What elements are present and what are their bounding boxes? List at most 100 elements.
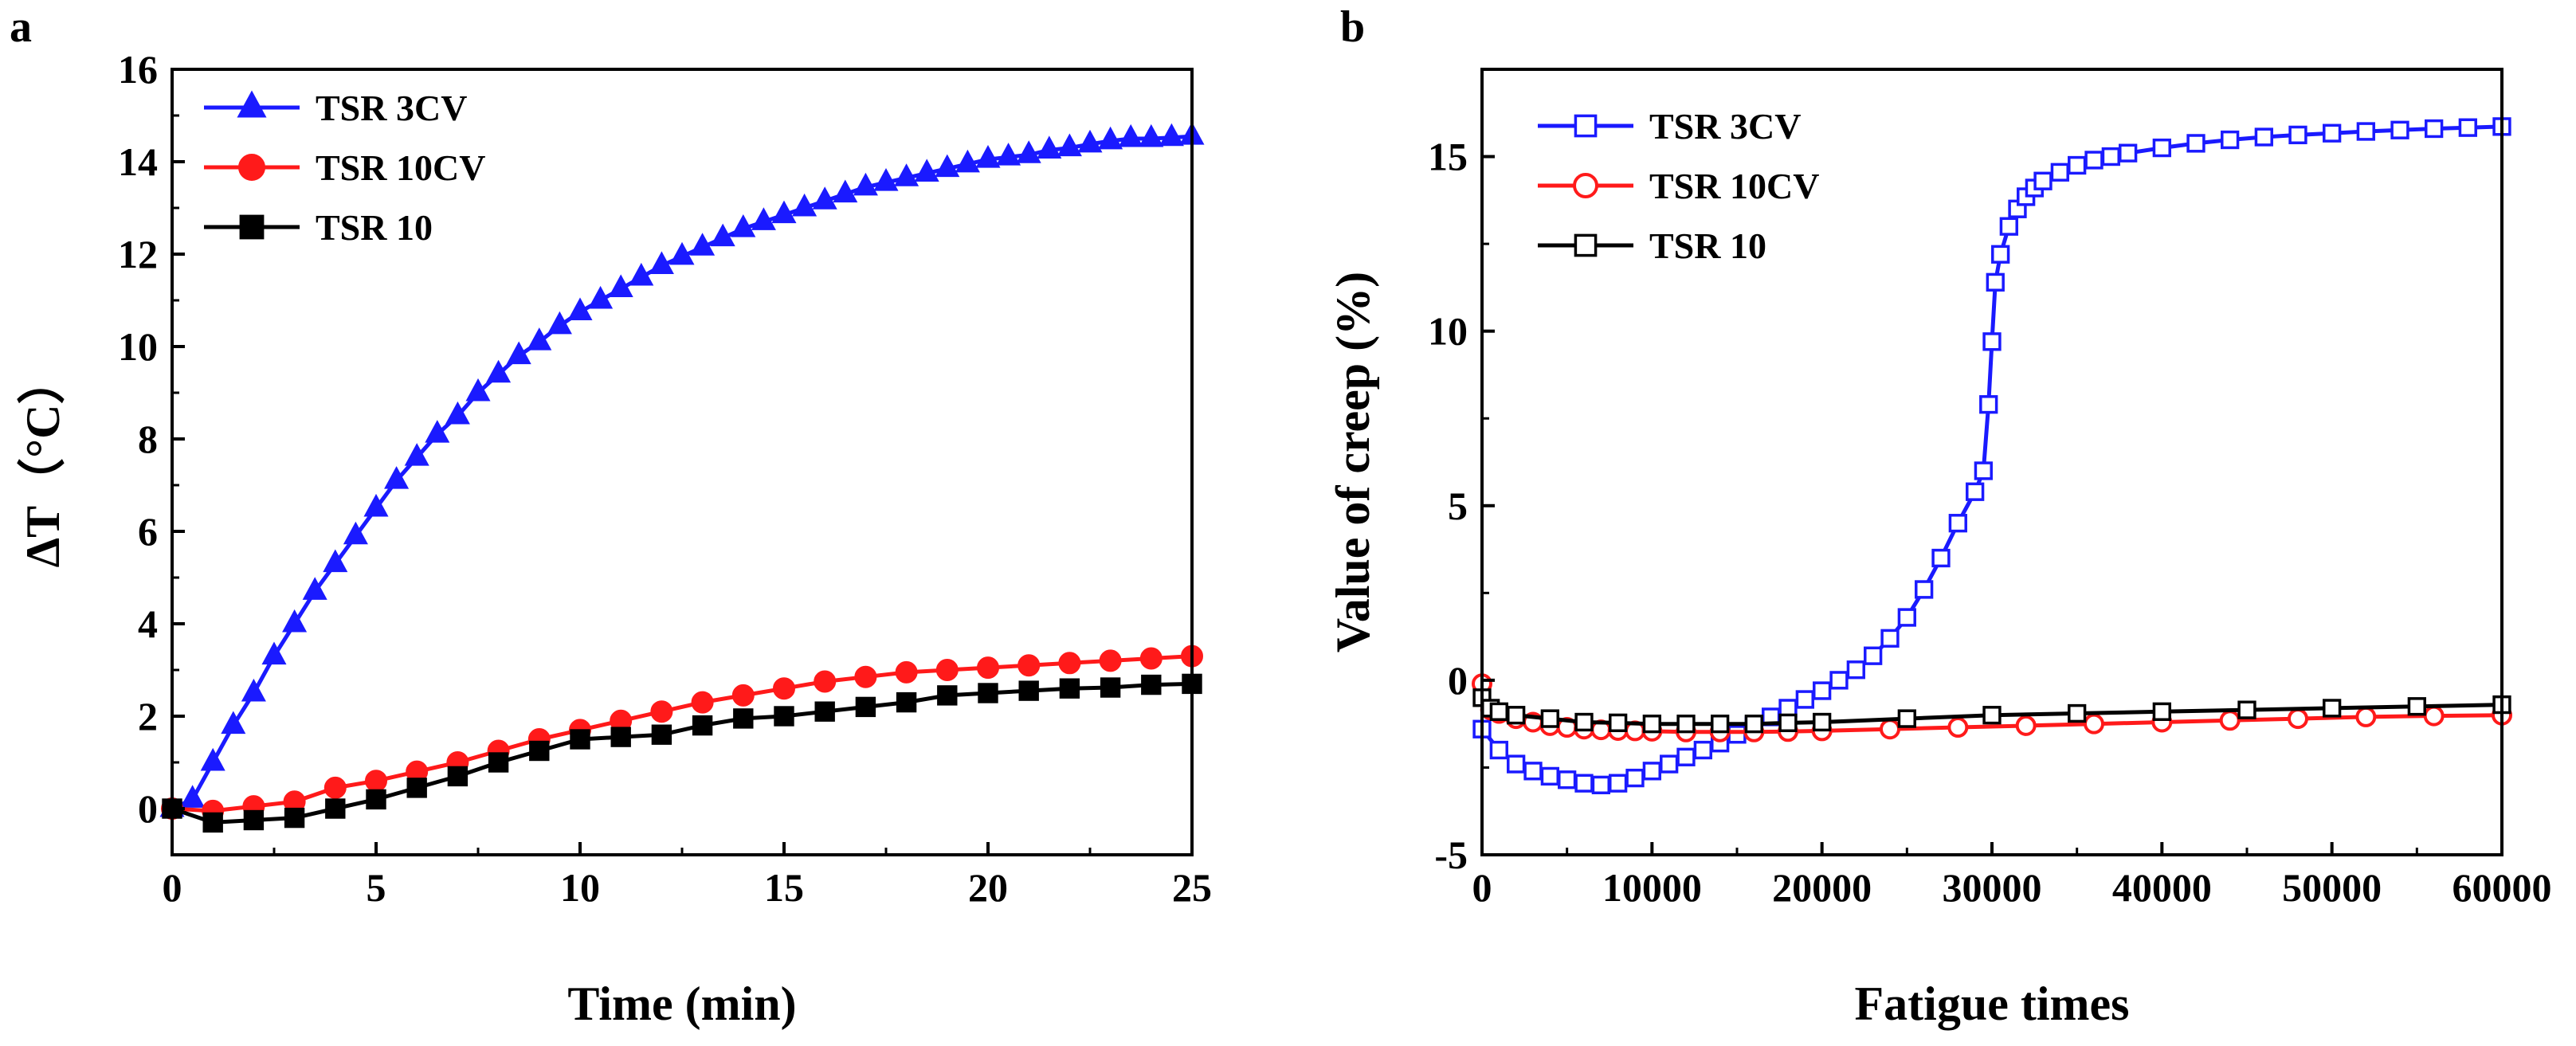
- x-tick-label: 20: [968, 865, 1008, 910]
- data-point: [1558, 770, 1577, 789]
- data-point: [650, 700, 673, 723]
- data-point: [1574, 774, 1594, 793]
- data-point: [2119, 143, 2138, 163]
- data-point: [935, 659, 959, 681]
- data-point: [1141, 674, 1162, 695]
- data-point: [710, 223, 735, 247]
- series-line: [171, 681, 1193, 825]
- data-point: [302, 577, 327, 600]
- data-point: [1018, 680, 1039, 701]
- data-point: [2084, 713, 2104, 735]
- data-point: [241, 678, 266, 702]
- data-point: [1098, 126, 1123, 150]
- data-point: [690, 233, 716, 256]
- legend-marker: [1573, 173, 1598, 198]
- data-point: [365, 770, 387, 793]
- data-point: [1057, 133, 1082, 157]
- data-point: [833, 179, 858, 203]
- data-point: [1642, 762, 1661, 781]
- data-point: [854, 665, 877, 688]
- data-point: [937, 685, 958, 706]
- data-point: [2237, 700, 2256, 719]
- series-line: [1480, 124, 2503, 787]
- data-point: [488, 752, 509, 773]
- data-point: [1991, 245, 2010, 264]
- data-point: [1139, 647, 1163, 670]
- data-point: [1897, 608, 1916, 627]
- data-point: [731, 684, 755, 707]
- data-point: [855, 696, 876, 718]
- data-point: [1625, 768, 1645, 788]
- data-point: [691, 691, 714, 714]
- x-tick-label: 40000: [2112, 865, 2212, 910]
- data-point: [284, 807, 305, 829]
- data-point: [935, 154, 960, 178]
- panel-b-y-ticks: -5 0 5 10 15: [1428, 68, 1495, 877]
- panel-b: b 0 10000 20000 30000 40000 50000 60000 -50510…: [1327, 2, 2552, 1030]
- data-point: [2458, 118, 2477, 137]
- data-point: [692, 715, 713, 736]
- legend-marker: [1574, 233, 1598, 257]
- panel-a-label: a: [10, 2, 32, 52]
- data-point: [1931, 548, 1951, 568]
- data-point: [2101, 147, 2120, 166]
- data-point: [1693, 740, 1712, 760]
- data-point: [243, 809, 265, 831]
- data-point: [1077, 129, 1103, 153]
- data-point: [896, 691, 917, 713]
- data-point: [853, 172, 878, 196]
- data-point: [1058, 652, 1081, 675]
- data-point: [873, 168, 899, 191]
- data-point: [629, 262, 654, 286]
- series-tsr-10: [162, 673, 1202, 833]
- data-point: [445, 401, 470, 425]
- data-point: [978, 683, 998, 703]
- data-point: [1609, 713, 1628, 733]
- legend-label: TSR 3CV: [1649, 106, 1801, 147]
- data-point: [1947, 717, 1969, 738]
- data-point: [651, 724, 672, 745]
- data-point: [733, 708, 754, 729]
- data-point: [812, 186, 837, 210]
- x-tick-label: 15: [764, 865, 804, 910]
- panel-a-legend: TSR 3CV TSR 10CV TSR 10: [204, 88, 485, 248]
- data-point: [1540, 766, 1559, 786]
- data-point: [894, 163, 919, 186]
- panel-b-plot-area: [1472, 117, 2512, 795]
- legend-marker: [237, 90, 267, 118]
- data-point: [1139, 123, 1164, 147]
- data-point: [1523, 762, 1543, 781]
- data-point: [1660, 754, 1679, 774]
- data-point: [1017, 654, 1041, 677]
- data-point: [1099, 649, 1122, 672]
- panel-b-y-axis-title: Value of creep (%): [1327, 272, 1379, 652]
- data-point: [221, 711, 246, 735]
- data-point: [814, 701, 835, 722]
- data-point: [1540, 709, 1559, 728]
- x-tick-label: 5: [367, 865, 386, 910]
- y-tick-label: 4: [138, 601, 158, 646]
- data-point: [2152, 138, 2171, 158]
- data-point: [1986, 272, 2005, 292]
- data-point: [506, 341, 531, 365]
- legend-marker: [1574, 114, 1598, 138]
- panel-a-x-ticks: 0 5 10 15 20 25: [163, 842, 1212, 910]
- data-point: [1999, 217, 2018, 236]
- data-point: [2152, 702, 2171, 721]
- data-point: [1676, 715, 1696, 734]
- data-point: [2221, 130, 2240, 150]
- data-point: [1974, 461, 1993, 480]
- data-point: [1795, 690, 1814, 709]
- data-point: [955, 149, 980, 173]
- data-point: [975, 145, 1001, 168]
- data-point: [1813, 681, 1832, 700]
- data-point: [771, 200, 797, 224]
- x-tick-label: 25: [1172, 865, 1212, 910]
- data-point: [200, 747, 225, 771]
- data-point: [2425, 119, 2444, 139]
- data-point: [610, 727, 631, 747]
- panel-a-plot-area: [159, 122, 1205, 833]
- data-point: [527, 327, 552, 351]
- data-point: [2219, 710, 2241, 731]
- data-point: [180, 785, 206, 808]
